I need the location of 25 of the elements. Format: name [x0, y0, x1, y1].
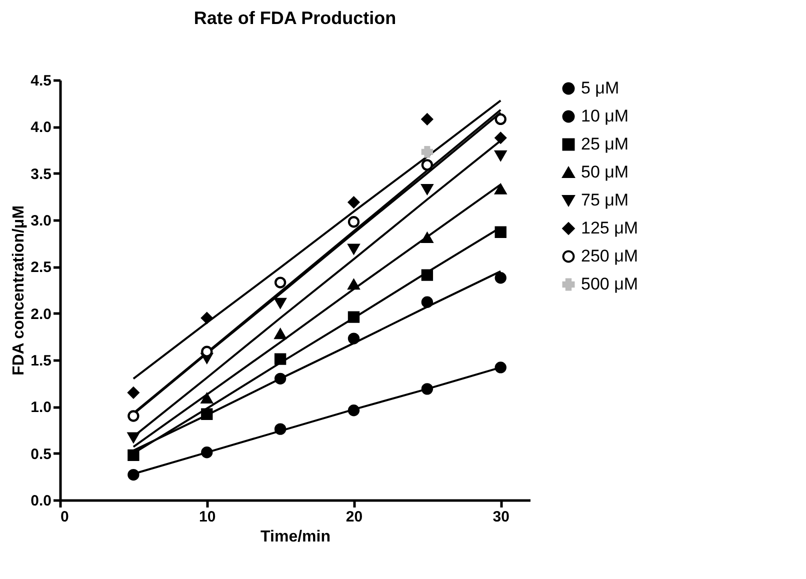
y-tick-label: 3.0 — [30, 212, 52, 230]
legend-label: 500 μM — [581, 274, 638, 294]
x-tick-label: 10 — [199, 508, 216, 526]
y-tick-label: 1.5 — [30, 352, 52, 370]
x-tick-label: 30 — [492, 508, 510, 526]
y-tick-label: 4.5 — [30, 72, 52, 90]
chart-title: Rate of FDA Production — [194, 8, 396, 28]
legend-label: 5 μM — [581, 78, 620, 98]
y-tick-label: 2.0 — [30, 306, 52, 323]
y-tick-label: 2.5 — [30, 259, 52, 276]
y-tick-label: 4.0 — [30, 119, 52, 136]
legend-label: 125 μM — [581, 218, 638, 238]
legend-label: 50 μM — [581, 162, 629, 182]
y-axis-title: FDA concentration/μM — [10, 205, 28, 376]
x-tick-label: 0 — [60, 508, 69, 526]
legend-label: 75 μM — [581, 190, 629, 210]
x-axis-title: Time/min — [260, 528, 330, 546]
y-tick-label: 3.5 — [30, 166, 52, 183]
y-tick-label: 0.0 — [30, 492, 52, 510]
y-tick-label: 0.5 — [30, 446, 52, 463]
legend-label: 10 μM — [581, 106, 629, 126]
x-tick-label: 20 — [346, 508, 363, 526]
legend-label: 25 μM — [581, 134, 629, 154]
y-tick-label: 1.0 — [30, 399, 52, 416]
legend-label: 250 μM — [581, 246, 638, 266]
